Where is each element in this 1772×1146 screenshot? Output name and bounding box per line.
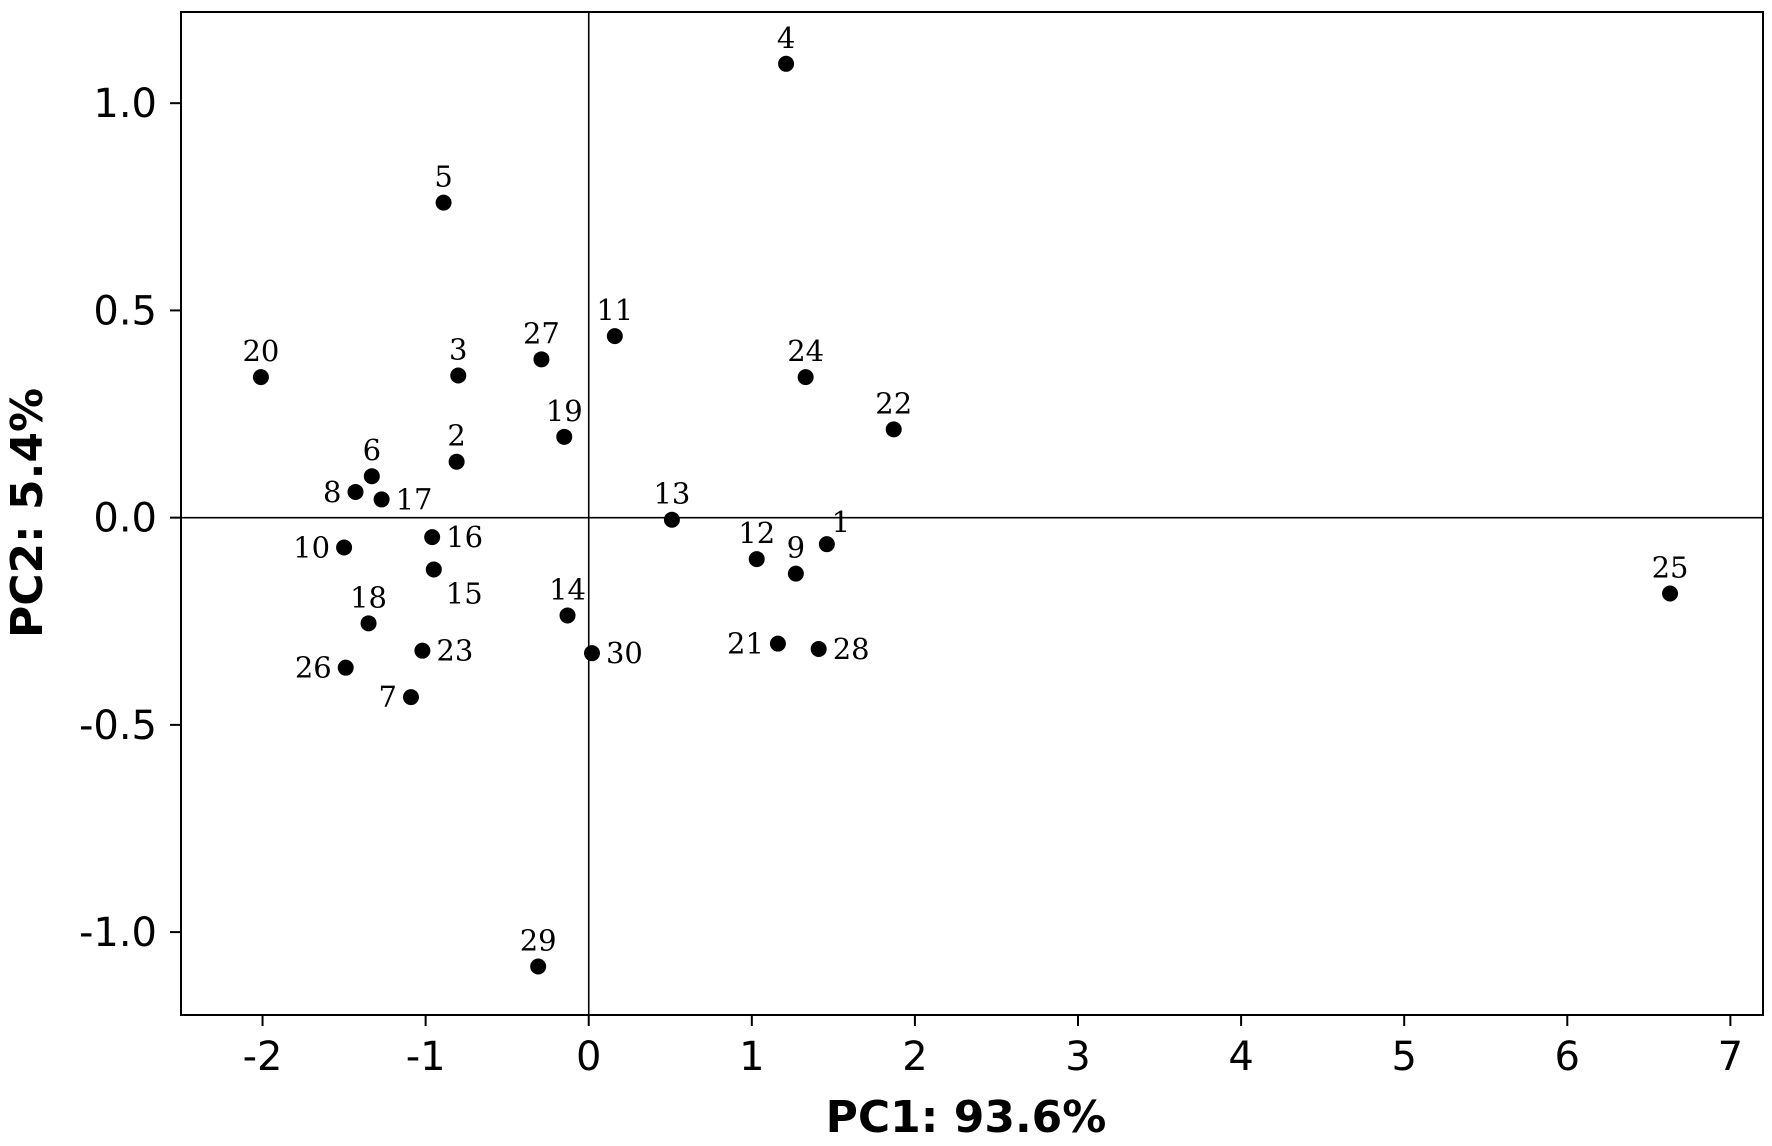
y-tick-label: 0.0 [93, 496, 157, 542]
y-tick-label: 1.0 [93, 81, 157, 127]
point-label-10: 10 [293, 530, 330, 564]
data-point-5 [435, 194, 452, 211]
point-label-9: 9 [787, 531, 805, 565]
data-point-21 [769, 635, 786, 652]
point-label-19: 19 [546, 394, 583, 428]
data-point-6 [363, 468, 380, 485]
data-point-16 [424, 529, 441, 546]
point-label-28: 28 [833, 632, 870, 666]
data-point-25 [1662, 585, 1679, 602]
point-label-15: 15 [446, 576, 483, 610]
y-axis-title: PC2: 5.4% [2, 388, 53, 638]
data-point-4 [778, 55, 795, 72]
data-point-7 [402, 689, 419, 706]
point-label-22: 22 [875, 386, 912, 420]
point-label-25: 25 [1652, 550, 1689, 584]
point-label-17: 17 [396, 482, 433, 516]
point-label-30: 30 [606, 636, 643, 670]
point-label-13: 13 [653, 477, 690, 511]
data-point-10 [336, 539, 353, 556]
point-label-24: 24 [787, 334, 824, 368]
data-point-28 [810, 641, 827, 658]
data-point-29 [530, 958, 547, 975]
data-point-12 [748, 551, 765, 568]
x-tick-label: 7 [1718, 1034, 1743, 1080]
x-axis-title: PC1: 93.6% [826, 1092, 1107, 1143]
x-tick-label: 3 [1065, 1034, 1090, 1080]
plot-frame [180, 11, 1764, 1016]
x-tick-label: 1 [739, 1034, 764, 1080]
data-point-24 [797, 369, 814, 386]
point-label-11: 11 [596, 293, 633, 327]
data-point-11 [606, 328, 623, 345]
data-point-20 [252, 369, 269, 386]
point-label-18: 18 [350, 580, 387, 614]
point-label-23: 23 [436, 634, 473, 668]
x-tick-label: 5 [1391, 1034, 1416, 1080]
data-point-22 [885, 421, 902, 438]
data-point-14 [559, 607, 576, 624]
point-label-3: 3 [449, 332, 467, 366]
point-label-16: 16 [446, 520, 483, 554]
point-label-6: 6 [363, 433, 381, 467]
y-tick-label: 0.5 [93, 288, 157, 334]
data-point-1 [818, 536, 835, 553]
x-tick-label: -2 [243, 1034, 283, 1080]
x-tick-label: 4 [1228, 1034, 1253, 1080]
point-label-21: 21 [727, 627, 764, 661]
axes-layer: -2 -1 0 1 2 3 4 5 6 71.00.50.0-0.5-1.0 [79, 11, 1764, 1080]
point-label-12: 12 [738, 516, 775, 550]
point-label-27: 27 [523, 316, 560, 350]
data-point-23 [414, 642, 431, 659]
point-label-4: 4 [777, 21, 795, 55]
point-label-8: 8 [323, 475, 341, 509]
point-label-29: 29 [520, 924, 557, 958]
data-point-15 [425, 561, 442, 578]
data-point-9 [787, 565, 804, 582]
data-point-19 [556, 428, 573, 445]
point-label-7: 7 [379, 680, 397, 714]
x-tick-label: 0 [576, 1034, 601, 1080]
data-point-17 [373, 491, 390, 508]
point-label-2: 2 [447, 419, 465, 453]
data-point-18 [360, 615, 377, 632]
data-point-13 [663, 511, 680, 528]
point-label-26: 26 [295, 651, 332, 685]
data-point-26 [337, 659, 354, 676]
data-point-2 [448, 453, 465, 470]
data-point-27 [533, 351, 550, 368]
data-point-3 [450, 367, 467, 384]
x-tick-label: -1 [406, 1034, 446, 1080]
point-label-1: 1 [832, 505, 850, 539]
data-point-8 [347, 483, 364, 500]
y-tick-label: -0.5 [79, 703, 157, 749]
x-tick-label: 2 [902, 1034, 927, 1080]
point-label-14: 14 [549, 572, 586, 606]
data-point-30 [583, 645, 600, 662]
x-tick-label: 6 [1555, 1034, 1580, 1080]
y-tick-label: -1.0 [79, 910, 157, 956]
point-label-20: 20 [242, 334, 279, 368]
point-label-5: 5 [434, 160, 452, 194]
points-layer: 1234567891011121314151617181920212223242… [242, 21, 1688, 975]
